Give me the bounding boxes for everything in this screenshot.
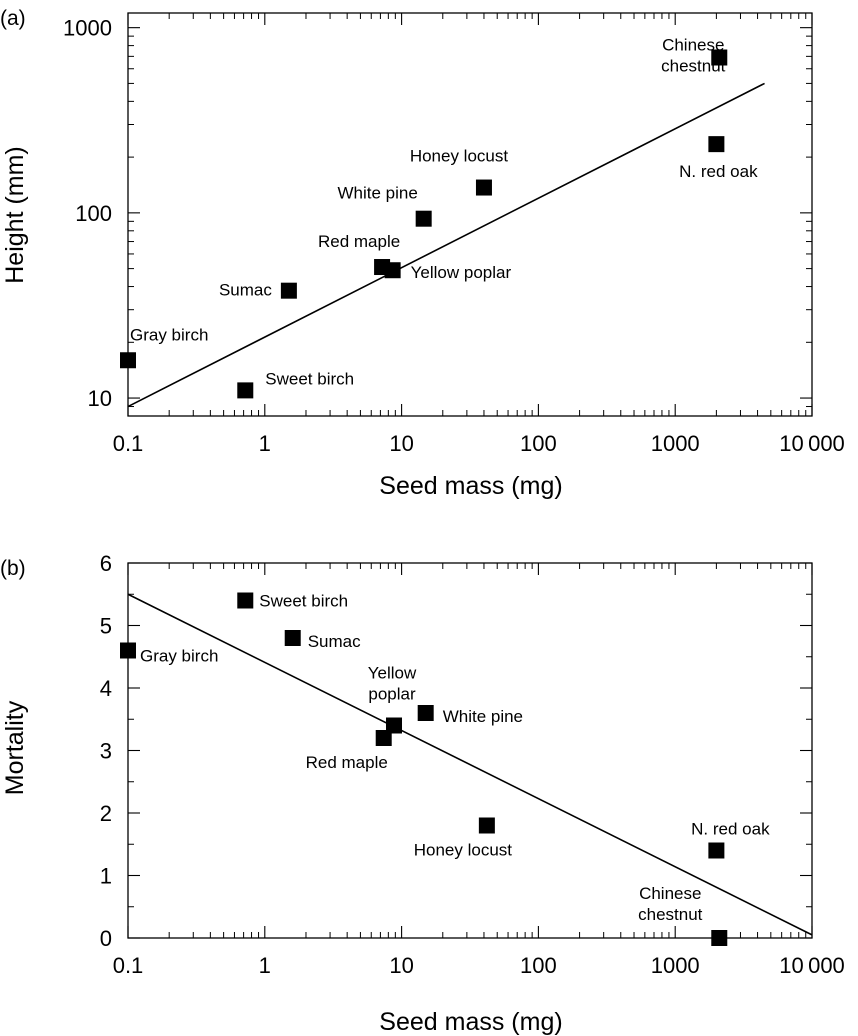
panel-b-y-tick-label: 4 <box>100 676 112 701</box>
panel-b-label-sumac: Sumac <box>308 632 361 651</box>
panel-a-label-white-pine: White pine <box>338 184 418 203</box>
panel-a-label-sweet-birch: Sweet birch <box>265 369 354 388</box>
panel-a-label-yellow-poplar: Yellow poplar <box>411 263 512 282</box>
panel-a-point-n-red-oak <box>708 136 725 153</box>
panel-b-point-yellow-poplar <box>386 717 403 734</box>
panel-b-label-yellow-poplar: Yellow poplar <box>368 664 417 704</box>
panel-a-plot-frame <box>127 12 813 417</box>
panel-a-point-sweet-birch <box>237 382 254 399</box>
panel-b-x-tick-label: 10 <box>389 953 413 978</box>
panel-b-point-n-red-oak <box>708 842 725 859</box>
panel-b-y-tick-label: 5 <box>100 614 112 639</box>
panel-b-plot-frame <box>127 562 813 939</box>
panel-a-label-red-maple: Red maple <box>318 232 400 251</box>
panel-a: (a) Seed mass (mg) Height (mm) 0.1 1 10 100… <box>0 7 845 500</box>
panel-a-x-tick-label: 0.1 <box>113 431 144 456</box>
panel-a-x-axis-title: Seed mass (mg) <box>379 472 562 500</box>
panel-b-point-honey-locust <box>478 817 495 834</box>
panel-a-regression-line <box>127 82 765 408</box>
panel-a-x-tick-label: 10 000 <box>779 431 845 456</box>
panel-b-x-tick-label: 10 000 <box>779 953 845 978</box>
panel-b-label-white-pine: White pine <box>443 707 523 726</box>
panel-b-point-sumac <box>284 630 301 646</box>
panel-a-point-chinese-chestnut <box>711 49 728 66</box>
panel-b-label-chinese-chestnut: Chinese chestnut <box>638 884 703 924</box>
panel-a-point-gray-birch <box>120 352 136 369</box>
panel-b-y-tick-label: 6 <box>100 551 112 576</box>
panel-b-y-tick-label: 0 <box>100 926 112 951</box>
panel-a-x-tick-label: 1 <box>259 431 271 456</box>
panel-a-letter: (a) <box>0 7 26 30</box>
panel-a-label-honey-locust: Honey locust <box>410 147 509 166</box>
panel-b-letter: (b) <box>0 557 26 580</box>
panel-a-x-tick-label: 10 <box>389 431 413 456</box>
panel-b-x-tick-label: 1000 <box>651 953 700 978</box>
panel-a-label-sumac: Sumac <box>219 281 272 300</box>
panel-b-y-axis-title: Mortality <box>1 700 29 795</box>
panel-b-label-red-maple: Red maple <box>306 753 388 772</box>
panel-b: (b) Seed mass (mg) Mortality 0.1 1 10 100 10… <box>0 551 845 1036</box>
panel-b-x-tick-label: 0.1 <box>113 953 144 978</box>
panel-b-point-chinese-chestnut <box>711 930 728 946</box>
panel-b-point-gray-birch <box>120 642 136 659</box>
panel-a-y-axis-title: Height (mm) <box>1 146 29 284</box>
panel-a-y-tick-label: 1000 <box>63 16 112 41</box>
panel-a-point-sumac <box>280 282 297 299</box>
panel-b-label-sweet-birch: Sweet birch <box>259 592 348 611</box>
panel-b-label-honey-locust: Honey locust <box>414 841 513 860</box>
panel-b-point-sweet-birch <box>237 592 254 609</box>
panel-a-label-chinese-chestnut: Chinese chestnut <box>661 36 726 76</box>
panel-b-y-tick-label: 2 <box>100 801 112 826</box>
panel-a-point-honey-locust <box>475 179 492 196</box>
panel-a-label-n-red-oak: N. red oak <box>679 162 758 181</box>
panel-a-x-tick-label: 100 <box>520 431 557 456</box>
panel-b-regression-line <box>127 593 813 936</box>
panel-a-label-gray-birch: Gray birch <box>130 325 208 344</box>
panel-b-label-gray-birch: Gray birch <box>140 647 218 666</box>
panel-b-point-red-maple <box>375 730 392 746</box>
panel-b-x-tick-label: 1 <box>259 953 271 978</box>
panel-a-point-yellow-poplar <box>384 262 401 279</box>
panel-b-point-white-pine <box>417 705 434 721</box>
panel-b-label-n-red-oak: N. red oak <box>691 820 770 839</box>
panel-a-y-tick-label: 10 <box>88 386 112 411</box>
panel-b-y-tick-label: 1 <box>100 864 112 889</box>
panel-b-x-axis-title: Seed mass (mg) <box>379 1008 562 1036</box>
panel-a-y-tick-label: 100 <box>75 201 112 226</box>
panel-a-point-white-pine <box>415 210 432 227</box>
panel-b-x-tick-label: 100 <box>520 953 557 978</box>
panel-b-y-tick-label: 3 <box>100 739 112 764</box>
panel-a-x-tick-label: 1000 <box>651 431 700 456</box>
